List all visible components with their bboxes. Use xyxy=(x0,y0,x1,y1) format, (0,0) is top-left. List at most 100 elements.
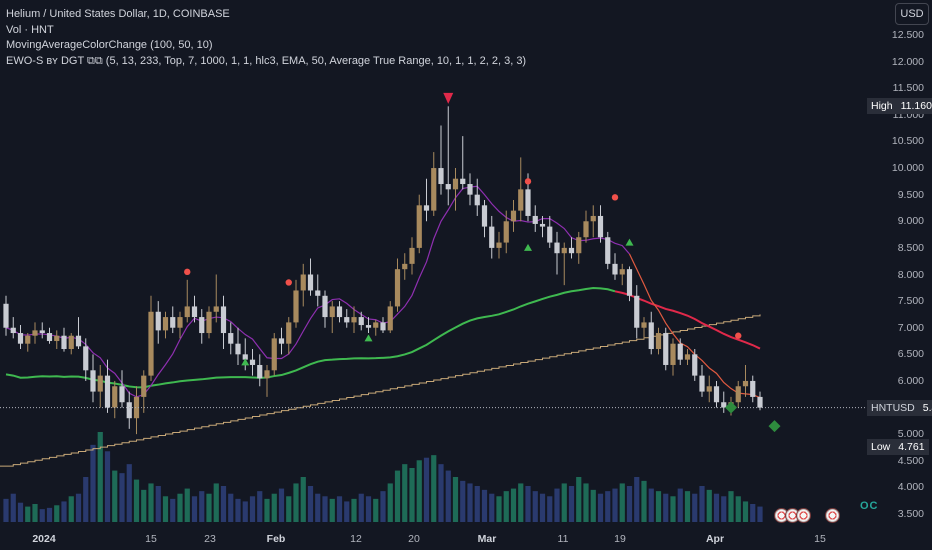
volume-bar xyxy=(554,488,560,522)
chart-legend: Helium / United States Dollar, 1D, COINB… xyxy=(6,7,526,69)
volume-bar xyxy=(474,486,480,522)
candle-body xyxy=(278,338,285,344)
candle-body xyxy=(54,335,60,342)
volume-bar xyxy=(750,504,756,522)
price-tick-label: 6.000 xyxy=(897,374,924,387)
volume-bar xyxy=(97,432,103,522)
legend-indicator-ma-color-change[interactable]: MovingAverageColorChange (100, 50, 10) xyxy=(6,39,213,51)
last-price-label: HNTUSD 5.499 xyxy=(867,399,932,416)
volume-bar xyxy=(17,502,24,522)
price-tick-label: 8.500 xyxy=(897,241,924,254)
candle-body xyxy=(619,269,625,275)
currency-button[interactable]: USD xyxy=(895,3,929,25)
price-tick-label: 4.000 xyxy=(897,481,924,494)
price-tick-label: 9.500 xyxy=(897,188,924,201)
price-tick-label: 8.000 xyxy=(897,268,924,281)
time-axis[interactable]: 2024 15 23 Feb 12 20 Mar 11 19 Apr 15 xyxy=(0,528,868,550)
candle-body xyxy=(735,386,741,403)
volume-bar xyxy=(90,444,96,522)
candle-body xyxy=(670,343,676,365)
volume-bar xyxy=(481,489,488,522)
volume-bar xyxy=(257,491,263,522)
candle-body xyxy=(351,317,357,323)
price-tick-label: 10.500 xyxy=(891,135,924,148)
time-tick-label: 23 xyxy=(204,533,216,545)
us-flag-icon[interactable] xyxy=(796,508,811,523)
volume-bar xyxy=(184,488,190,522)
price-tick-label: 4.500 xyxy=(897,454,924,467)
volume-bar xyxy=(162,496,169,522)
candle-body xyxy=(474,194,480,206)
candle-body xyxy=(641,322,647,328)
volume-bar xyxy=(460,480,466,522)
candle-body xyxy=(742,380,749,387)
candle-body xyxy=(547,226,553,243)
volume-bar xyxy=(235,498,241,522)
volume-bar xyxy=(344,501,350,522)
volume-bar xyxy=(46,507,53,522)
last-price-value: 5.499 xyxy=(918,399,932,416)
last-symbol-tag: HNTUSD xyxy=(867,399,919,416)
volume-bar xyxy=(177,493,183,522)
candle-body xyxy=(692,354,698,376)
volume-bar xyxy=(170,498,176,522)
candle-body xyxy=(481,205,488,227)
candle-body xyxy=(677,343,683,360)
candle-body xyxy=(576,237,582,254)
volume-bar xyxy=(525,486,531,522)
candle-body xyxy=(271,338,277,371)
low-tag: Low xyxy=(867,438,895,455)
legend-indicator-ewo[interactable]: EWO-S ʙʏ DGT ⧉⧉ (5, 13, 233, Top, 7, 100… xyxy=(6,54,527,67)
red-dot-marker xyxy=(184,268,191,276)
candle-body xyxy=(242,354,248,360)
volume-bar xyxy=(10,493,16,522)
legend-symbol[interactable]: Helium / United States Dollar, 1D, COINB… xyxy=(6,8,230,20)
candle-body xyxy=(597,215,604,238)
candle-body xyxy=(467,184,473,195)
candle-body xyxy=(590,215,596,222)
volume-bar xyxy=(307,486,314,522)
legend-volume[interactable]: Vol · HNT xyxy=(6,23,54,36)
candle-body xyxy=(228,333,234,344)
candle-body xyxy=(721,402,727,408)
candle-body xyxy=(365,325,372,328)
volume-bar xyxy=(728,491,734,522)
volume-bar xyxy=(431,455,437,522)
red-dot-marker xyxy=(285,279,292,286)
candle-body xyxy=(394,269,401,307)
volume-bar xyxy=(576,477,582,522)
candle-body xyxy=(17,333,24,344)
volume-bar xyxy=(467,483,473,522)
time-tick-label: 15 xyxy=(814,533,826,545)
candle-body xyxy=(626,269,633,296)
volume-bar xyxy=(416,460,422,522)
candle-body xyxy=(532,215,538,224)
volume-bar xyxy=(496,496,502,522)
volume-bar xyxy=(452,477,459,522)
candle-body xyxy=(83,346,89,371)
volume-bar xyxy=(206,493,212,522)
volume-bar xyxy=(713,493,720,522)
candle-body xyxy=(605,237,611,264)
candle-body xyxy=(155,311,161,331)
volume-bar xyxy=(706,489,712,522)
volume-bar xyxy=(322,496,328,522)
volume-bar xyxy=(112,470,118,522)
volume-bar xyxy=(648,488,654,522)
volume-bar xyxy=(677,488,683,522)
volume-bar xyxy=(242,501,248,522)
volume-bar xyxy=(510,488,517,522)
candle-body xyxy=(300,274,306,291)
time-tick-label: Mar xyxy=(477,533,497,545)
candle-body xyxy=(141,375,147,397)
candle-body xyxy=(655,333,662,350)
candle-body xyxy=(373,322,379,328)
volume-bar xyxy=(249,496,256,522)
volume-bar xyxy=(300,477,306,522)
candle-body xyxy=(46,333,53,342)
volume-bar xyxy=(351,498,357,522)
us-flag-icon[interactable] xyxy=(825,508,840,523)
candle-body xyxy=(249,359,256,365)
